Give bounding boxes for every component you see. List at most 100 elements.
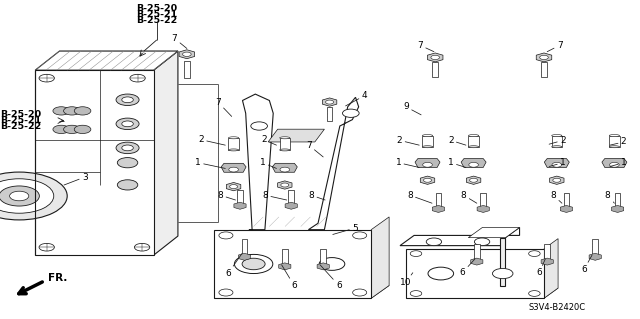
Polygon shape <box>560 205 573 212</box>
Bar <box>481 193 486 207</box>
Bar <box>242 239 248 255</box>
Polygon shape <box>278 263 291 270</box>
Text: 6: 6 <box>282 265 297 290</box>
Text: 8: 8 <box>262 191 287 200</box>
Circle shape <box>493 269 513 279</box>
Text: 4: 4 <box>346 91 367 106</box>
Bar <box>327 107 333 121</box>
Polygon shape <box>278 181 292 189</box>
Circle shape <box>63 107 80 115</box>
Polygon shape <box>308 97 358 230</box>
Circle shape <box>122 121 133 127</box>
Text: 8: 8 <box>605 191 614 203</box>
Polygon shape <box>468 227 520 238</box>
Circle shape <box>610 162 619 167</box>
Text: 7: 7 <box>215 98 232 116</box>
Bar <box>564 193 570 207</box>
Ellipse shape <box>228 137 239 139</box>
Polygon shape <box>221 163 246 172</box>
Text: 2: 2 <box>549 136 566 145</box>
Text: 7: 7 <box>172 34 187 48</box>
Circle shape <box>116 94 139 106</box>
Circle shape <box>0 179 54 213</box>
Text: 5: 5 <box>333 224 358 234</box>
Text: 1: 1 <box>549 158 566 167</box>
Circle shape <box>553 178 561 182</box>
Ellipse shape <box>280 149 290 151</box>
Circle shape <box>234 255 273 274</box>
Polygon shape <box>406 249 544 298</box>
Circle shape <box>229 167 239 172</box>
Circle shape <box>39 74 54 82</box>
Text: 7: 7 <box>547 41 563 52</box>
Ellipse shape <box>468 135 479 137</box>
Text: 9: 9 <box>403 102 421 115</box>
Polygon shape <box>214 286 389 298</box>
Polygon shape <box>227 182 241 191</box>
Text: 8: 8 <box>461 191 477 203</box>
Circle shape <box>424 178 431 182</box>
Bar <box>615 193 621 207</box>
Bar <box>282 249 288 265</box>
Bar <box>593 239 598 255</box>
Polygon shape <box>461 159 486 167</box>
Circle shape <box>242 258 265 270</box>
Bar <box>280 138 290 150</box>
Polygon shape <box>273 163 298 172</box>
Circle shape <box>280 167 290 172</box>
Text: 8: 8 <box>407 191 432 203</box>
Polygon shape <box>285 202 298 209</box>
Polygon shape <box>545 159 570 167</box>
Circle shape <box>219 289 233 296</box>
Bar <box>422 136 433 147</box>
Circle shape <box>182 52 191 56</box>
Ellipse shape <box>228 149 239 151</box>
Bar <box>474 244 480 260</box>
Text: 7: 7 <box>417 41 434 52</box>
Circle shape <box>281 183 289 187</box>
Polygon shape <box>432 205 445 212</box>
Text: 6: 6 <box>225 254 242 278</box>
Polygon shape <box>470 258 483 265</box>
Ellipse shape <box>609 146 620 148</box>
Bar <box>468 136 479 147</box>
Circle shape <box>474 238 490 246</box>
Text: 1: 1 <box>195 158 225 168</box>
Circle shape <box>326 100 333 104</box>
Polygon shape <box>541 258 554 265</box>
Circle shape <box>63 125 80 134</box>
Polygon shape <box>154 51 178 255</box>
Polygon shape <box>467 176 481 184</box>
Text: FR.: FR. <box>48 273 67 283</box>
Bar <box>321 249 326 265</box>
Text: 1: 1 <box>610 158 627 167</box>
Text: B-25-20: B-25-20 <box>0 110 41 119</box>
Text: 6: 6 <box>581 255 592 274</box>
Text: 2: 2 <box>397 136 419 145</box>
Ellipse shape <box>422 146 433 148</box>
Circle shape <box>410 251 422 256</box>
Polygon shape <box>238 253 251 260</box>
Polygon shape <box>371 217 389 298</box>
Text: 8: 8 <box>550 191 562 203</box>
Polygon shape <box>500 238 506 286</box>
Text: 8: 8 <box>308 191 325 200</box>
Ellipse shape <box>280 137 290 139</box>
Circle shape <box>0 186 40 206</box>
Circle shape <box>428 267 454 280</box>
Polygon shape <box>243 94 273 230</box>
Circle shape <box>53 107 70 115</box>
Text: 2: 2 <box>198 135 225 145</box>
Polygon shape <box>420 176 435 184</box>
Text: 3: 3 <box>64 173 88 185</box>
Polygon shape <box>35 70 154 255</box>
Circle shape <box>116 142 139 154</box>
Bar <box>541 62 547 77</box>
Text: 1: 1 <box>260 158 276 168</box>
Text: 2: 2 <box>448 136 466 145</box>
Polygon shape <box>602 159 627 167</box>
Polygon shape <box>268 129 324 142</box>
Ellipse shape <box>609 135 620 137</box>
Polygon shape <box>611 205 624 212</box>
Circle shape <box>219 232 233 239</box>
